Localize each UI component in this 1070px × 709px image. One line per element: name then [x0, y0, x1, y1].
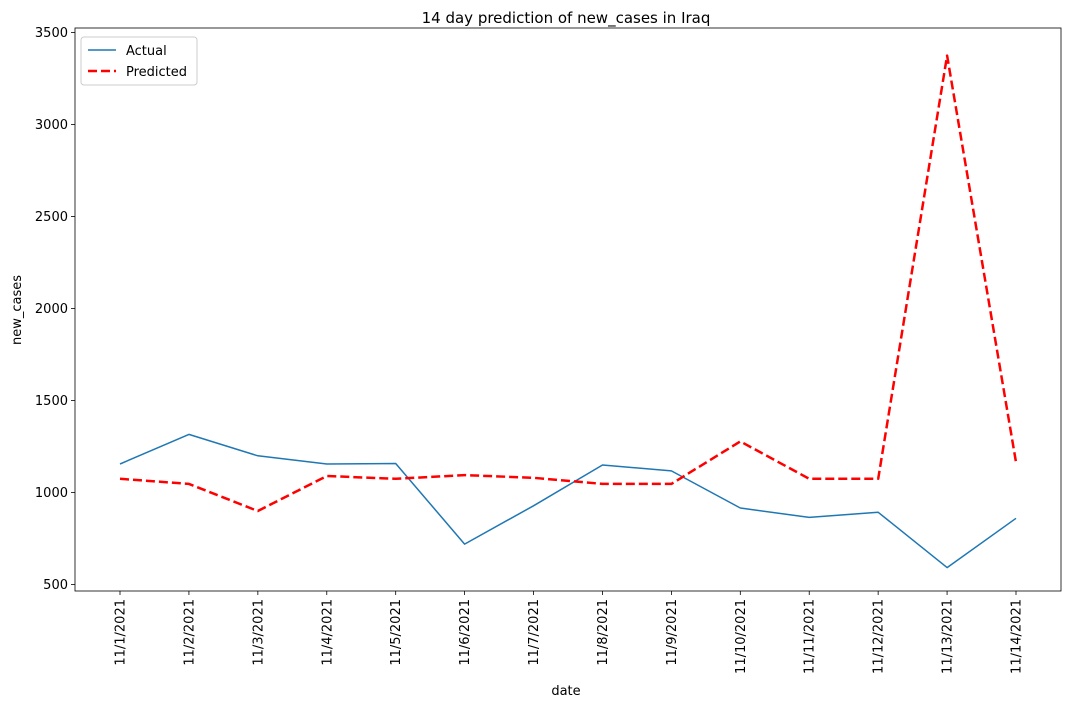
x-tick-label: 11/10/2021	[734, 599, 749, 674]
x-tick-label: 11/7/2021	[527, 599, 542, 666]
x-tick-label: 11/14/2021	[1010, 599, 1025, 674]
x-tick-label: 11/12/2021	[872, 599, 887, 674]
series-line-predicted	[119, 54, 1018, 513]
x-tick-label: 11/8/2021	[596, 599, 611, 666]
x-tick-label: 11/3/2021	[251, 599, 266, 666]
x-tick-label: 11/5/2021	[389, 599, 404, 666]
y-tick-label: 1000	[35, 486, 68, 501]
series-line-actual	[119, 433, 1017, 569]
plot-area	[74, 27, 1062, 592]
y-tick-label: 500	[43, 578, 68, 593]
y-tick-label: 2500	[35, 210, 68, 225]
x-tick-label: 11/2/2021	[182, 599, 197, 666]
y-tick-label: 2000	[35, 302, 68, 317]
y-tick-label: 3500	[35, 26, 68, 41]
legend-label-predicted: Predicted	[126, 65, 187, 80]
y-axis-label: new_cases	[10, 275, 25, 345]
legend-box	[80, 36, 198, 86]
x-tick-label: 11/13/2021	[941, 599, 956, 674]
y-axis: 500 1000 1500 2000 2500 3000 3500	[35, 26, 75, 593]
chart-title: 14 day prediction of new_cases in Iraq	[422, 9, 711, 28]
y-tick-label: 3000	[35, 118, 68, 133]
x-tick-label: 11/9/2021	[665, 599, 680, 666]
y-tick-label: 1500	[35, 394, 68, 409]
legend-label-actual: Actual	[126, 44, 167, 59]
series-layer	[119, 54, 1018, 569]
legend: Actual Predicted	[80, 36, 198, 86]
x-tick-label: 11/11/2021	[803, 599, 818, 674]
x-tick-label: 11/6/2021	[458, 599, 473, 666]
x-axis-label: date	[551, 684, 580, 699]
x-tick-label: 11/1/2021	[114, 599, 129, 666]
x-tick-label: 11/4/2021	[320, 599, 335, 666]
x-axis: 11/1/2021 11/2/2021 11/3/2021 11/4/2021 11/5…	[114, 591, 1025, 674]
